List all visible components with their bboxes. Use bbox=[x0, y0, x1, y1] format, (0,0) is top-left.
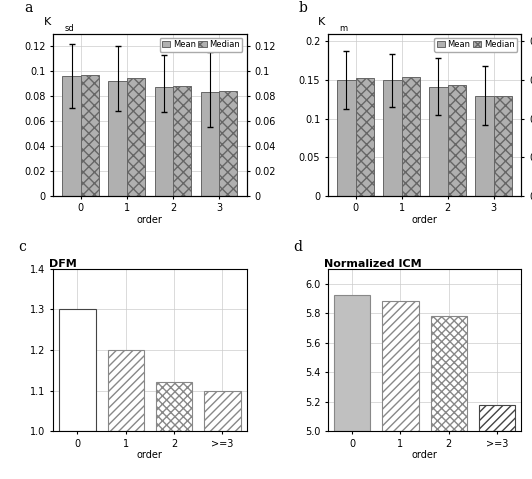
Text: c: c bbox=[19, 240, 26, 253]
Bar bbox=[337, 80, 355, 196]
Text: DFM: DFM bbox=[49, 259, 77, 269]
Bar bbox=[219, 91, 237, 196]
Bar bbox=[429, 87, 447, 196]
X-axis label: order: order bbox=[412, 215, 438, 225]
Bar bbox=[156, 382, 192, 431]
Bar bbox=[173, 86, 192, 196]
Text: sd: sd bbox=[65, 24, 74, 33]
Bar bbox=[475, 96, 494, 196]
Bar bbox=[204, 390, 240, 431]
Bar bbox=[431, 316, 467, 431]
Text: K: K bbox=[44, 17, 51, 27]
Text: Normalized ICM: Normalized ICM bbox=[324, 259, 422, 269]
Text: K: K bbox=[318, 17, 326, 27]
X-axis label: order: order bbox=[412, 450, 438, 460]
Bar bbox=[127, 79, 145, 196]
Bar bbox=[107, 350, 144, 431]
Bar bbox=[154, 87, 173, 196]
Bar bbox=[201, 92, 219, 196]
X-axis label: order: order bbox=[137, 215, 163, 225]
Legend: Mean, Median: Mean, Median bbox=[160, 38, 243, 52]
Bar bbox=[109, 81, 127, 196]
Text: a: a bbox=[24, 1, 32, 15]
Bar bbox=[447, 84, 466, 196]
Bar bbox=[383, 301, 419, 431]
Bar bbox=[479, 405, 516, 431]
X-axis label: order: order bbox=[137, 450, 163, 460]
Bar bbox=[334, 296, 370, 431]
Legend: Mean, Median: Mean, Median bbox=[434, 38, 517, 52]
Text: m: m bbox=[339, 24, 347, 33]
Bar bbox=[383, 80, 402, 196]
Bar bbox=[62, 76, 81, 196]
Bar bbox=[59, 309, 96, 431]
Bar bbox=[355, 78, 374, 196]
Text: b: b bbox=[299, 1, 308, 15]
Bar bbox=[494, 96, 512, 196]
Text: d: d bbox=[293, 240, 302, 253]
Bar bbox=[402, 77, 420, 196]
Bar bbox=[81, 75, 99, 196]
